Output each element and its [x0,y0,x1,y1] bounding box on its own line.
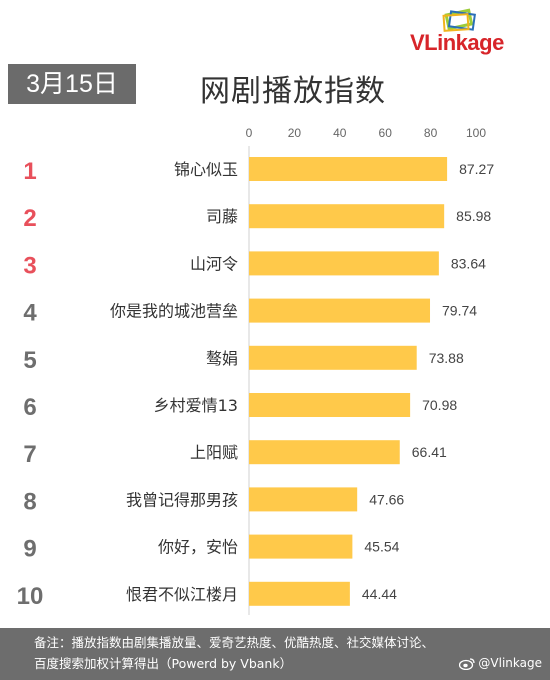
bar-row: 7 上阳赋 66.41 [23,440,447,468]
value-label: 83.64 [451,255,486,271]
vlinkage-logo: VLinkage [410,8,535,56]
bar-rows: 1 锦心似玉 87.27 2 司藤 85.98 3 山河令 83.64 4 你是我的城池营垒 79.7… [17,157,494,610]
value-label: 70.98 [422,397,457,413]
value-label: 85.98 [456,208,491,224]
category-label: 山河令 [190,254,238,273]
logo-frame-icon [442,8,476,32]
category-label: 乡村爱情13 [154,396,238,415]
x-tick-label: 100 [466,126,486,140]
bar [249,534,353,559]
category-label: 你好，安怡 [158,538,238,557]
category-label: 上阳赋 [190,443,238,462]
bar [249,204,445,229]
bar-row: 4 你是我的城池营垒 79.74 [23,298,477,327]
weibo-handle: @Vlinkage [478,656,542,670]
bar [249,298,431,323]
bar-row: 5 骜娟 73.88 [23,345,464,374]
x-tick-label: 80 [424,126,438,140]
value-label: 45.54 [364,539,399,555]
date-badge: 3月15日 [8,64,136,104]
value-label: 87.27 [459,161,494,177]
rank-number: 7 [23,441,36,468]
bar [249,487,358,512]
rank-number: 6 [23,394,36,421]
bar-chart: 0 20 40 60 80 100 1 锦心似玉 87.27 2 司藤 85.98 3 山河令 83.64… [17,126,494,615]
bar [249,393,411,417]
rank-number: 8 [23,488,36,515]
x-axis-ticks: 0 20 40 60 80 100 [246,126,487,140]
value-label: 73.88 [429,350,464,366]
footer-note-line2: 百度搜索加权计算得出（Powerd by Vbank） [34,656,293,671]
category-label: 恨君不似江楼月 [126,585,238,604]
rank-number: 1 [23,158,36,185]
bar-row: 9 你好，安怡 45.54 [23,534,400,563]
rank-number: 2 [23,205,36,232]
x-tick-label: 20 [288,126,302,140]
footer-note-line1: 备注：播放指数由剧集播放量、爱奇艺热度、优酷热度、社交媒体讨论、 [34,635,435,650]
bar [249,157,448,181]
x-tick-label: 60 [379,126,393,140]
x-tick-label: 0 [246,126,253,140]
bar [249,440,400,465]
footer-text: 备注：播放指数由剧集播放量、爱奇艺热度、优酷热度、社交媒体讨论、 百度搜索加权计… [34,632,524,674]
value-label: 47.66 [369,491,404,507]
footer-note: 备注：播放指数由剧集播放量、爱奇艺热度、优酷热度、社交媒体讨论、 百度搜索加权计… [0,628,550,680]
logo-text: VLinkage [410,30,504,56]
value-label: 44.44 [362,586,397,602]
bar [249,581,350,606]
chart-title: 网剧播放指数 [200,74,386,109]
category-label: 司藤 [206,207,238,226]
logo-text-suffix: inkage [437,30,504,55]
rank-number: 4 [23,300,37,327]
bar-row: 6 乡村爱情13 70.98 [23,393,457,421]
category-label: 锦心似玉 [174,160,238,179]
x-tick-label: 40 [333,126,347,140]
value-label: 79.74 [442,303,477,319]
category-label: 骜娟 [206,349,238,368]
rank-number: 10 [17,583,44,610]
bar [249,251,439,276]
logo-text-prefix: VL [410,30,438,55]
bar-row: 3 山河令 83.64 [23,251,486,279]
category-label: 我曾记得那男孩 [126,490,238,509]
value-label: 66.41 [412,444,447,460]
rank-number: 9 [23,536,36,563]
bar-row: 1 锦心似玉 87.27 [23,157,494,185]
weibo-watermark: @Vlinkage [459,656,542,670]
weibo-icon [459,657,476,670]
bar-row: 10 恨君不似江楼月 44.44 [17,581,397,610]
rank-number: 3 [23,252,36,279]
bar-row: 2 司藤 85.98 [23,204,491,232]
bar-row: 8 我曾记得那男孩 47.66 [23,487,404,515]
bar [249,345,417,370]
category-label: 你是我的城池营垒 [110,302,238,321]
rank-number: 5 [23,347,36,374]
